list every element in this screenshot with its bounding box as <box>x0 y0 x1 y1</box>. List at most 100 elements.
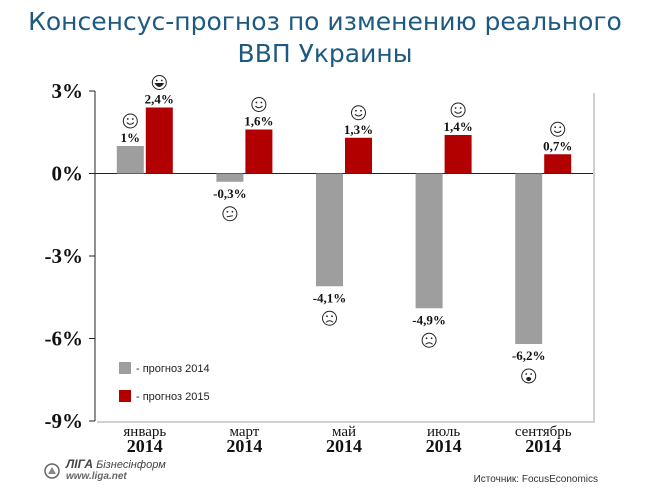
data-label: -4,1% <box>313 290 347 305</box>
x-tick-label-month: май <box>332 424 356 440</box>
face-eye <box>260 101 263 104</box>
x-tick-label-year: 2014 <box>525 436 561 456</box>
face-eye <box>530 373 533 375</box>
cry-face-icon <box>521 368 537 384</box>
x-tick-label-year: 2014 <box>326 436 362 456</box>
face-mouth <box>425 342 433 345</box>
bar-forecast-2015 <box>245 129 273 174</box>
face-outline <box>550 121 566 137</box>
face-eye <box>559 126 562 129</box>
smile-face-icon <box>450 102 466 118</box>
face-outline <box>351 105 366 121</box>
chart-title: Консенсус-прогноз по изменению реального… <box>0 6 650 70</box>
face-eye <box>126 118 129 120</box>
face-eye <box>430 337 433 340</box>
face-outline <box>421 332 437 348</box>
face-eye <box>459 107 462 109</box>
data-label: 1,4% <box>443 119 472 134</box>
face-eye <box>131 118 134 120</box>
data-label: 1,3% <box>344 122 373 137</box>
y-tick-label: 0% <box>52 162 84 186</box>
face-mouth <box>255 105 263 109</box>
face-outline <box>322 310 337 326</box>
bar-forecast-2014 <box>216 173 244 182</box>
face-eye <box>231 210 234 213</box>
logo-url: www.liga.net <box>66 471 127 482</box>
bar-forecast-2015 <box>345 137 372 174</box>
sad-face-icon <box>322 310 337 326</box>
legend-label: - прогноз 2015 <box>136 391 210 403</box>
smile-face-icon <box>351 105 366 121</box>
face-eye <box>160 79 163 82</box>
legend-swatch-forecast-2015 <box>119 390 131 402</box>
x-tick-label-year: 2014 <box>226 436 262 456</box>
y-tick-label: -6% <box>45 327 84 351</box>
x-tick-label-month: июль <box>427 424 460 440</box>
face-eye <box>525 373 528 375</box>
face-eye <box>226 210 229 213</box>
data-label: 1% <box>121 130 141 145</box>
bar-forecast-2015 <box>544 154 572 174</box>
face-eye <box>454 107 457 109</box>
bar-forecast-2014 <box>515 173 543 344</box>
y-tick-label: -3% <box>45 244 84 268</box>
legend-label: - прогноз 2014 <box>136 363 210 375</box>
face-eye <box>255 101 258 104</box>
face-eye <box>425 337 428 340</box>
plot-area <box>95 91 593 421</box>
data-label: -4,9% <box>412 312 446 327</box>
bar-forecast-2014 <box>116 146 144 174</box>
face-eye <box>155 79 158 82</box>
data-label: 1,6% <box>244 114 273 129</box>
face-mouth <box>454 111 462 114</box>
x-tick-label-month: сентябрь <box>515 424 572 440</box>
face-outline <box>122 113 138 129</box>
bar-forecast-2015 <box>145 107 173 174</box>
smile-face-icon <box>550 121 566 137</box>
face-mouth <box>325 320 334 323</box>
face-outline <box>222 206 238 222</box>
logo-brand: ЛІГА <box>66 457 93 471</box>
face-outline <box>521 368 537 384</box>
logo-sub: Бізнесінформ <box>96 459 166 471</box>
source-note: Источник: FocusEconomics <box>473 474 598 485</box>
data-label: -6,2% <box>512 348 546 363</box>
face-eye <box>355 109 357 112</box>
bar-forecast-2015 <box>444 135 472 174</box>
chart-title-line-1: Консенсус-прогноз по изменению реального <box>28 7 622 36</box>
face-mouth <box>226 215 233 218</box>
sad-face-icon <box>421 332 437 348</box>
face-outline <box>151 75 167 90</box>
chart-title-line-2: ВВП Украины <box>237 39 413 68</box>
face-eye <box>360 109 362 112</box>
face-mouth <box>154 83 165 87</box>
y-tick-label: -9% <box>45 409 84 433</box>
x-tick-label-month: март <box>229 424 259 440</box>
neutral-face-icon <box>222 206 238 222</box>
liga-logo-icon <box>44 462 60 479</box>
y-tick-label: 3% <box>52 79 84 103</box>
face-eye <box>326 315 328 318</box>
x-tick-label-year: 2014 <box>127 436 163 456</box>
face-eye <box>331 315 333 318</box>
face-mouth <box>553 130 562 133</box>
x-tick-label-year: 2014 <box>426 436 462 456</box>
liga-logo: ЛІГА Бізнесінформ www.liga.net <box>44 458 166 483</box>
face-eye <box>554 126 557 129</box>
bar-forecast-2014 <box>316 173 343 287</box>
face-outline <box>251 97 267 112</box>
legend-swatch-forecast-2014 <box>119 362 131 374</box>
face-mouth <box>126 122 135 125</box>
smile-face-icon <box>251 97 267 112</box>
bar-forecast-2014 <box>415 173 443 309</box>
x-tick-label-month: январь <box>123 424 166 440</box>
face-mouth <box>526 377 532 381</box>
data-label: -0,3% <box>213 186 247 201</box>
data-label: 0,7% <box>543 138 572 153</box>
grin-face-icon <box>151 75 167 90</box>
face-mouth <box>354 113 363 117</box>
smile-face-icon <box>122 113 138 129</box>
face-outline <box>450 102 466 118</box>
data-label: 2,4% <box>145 92 174 107</box>
